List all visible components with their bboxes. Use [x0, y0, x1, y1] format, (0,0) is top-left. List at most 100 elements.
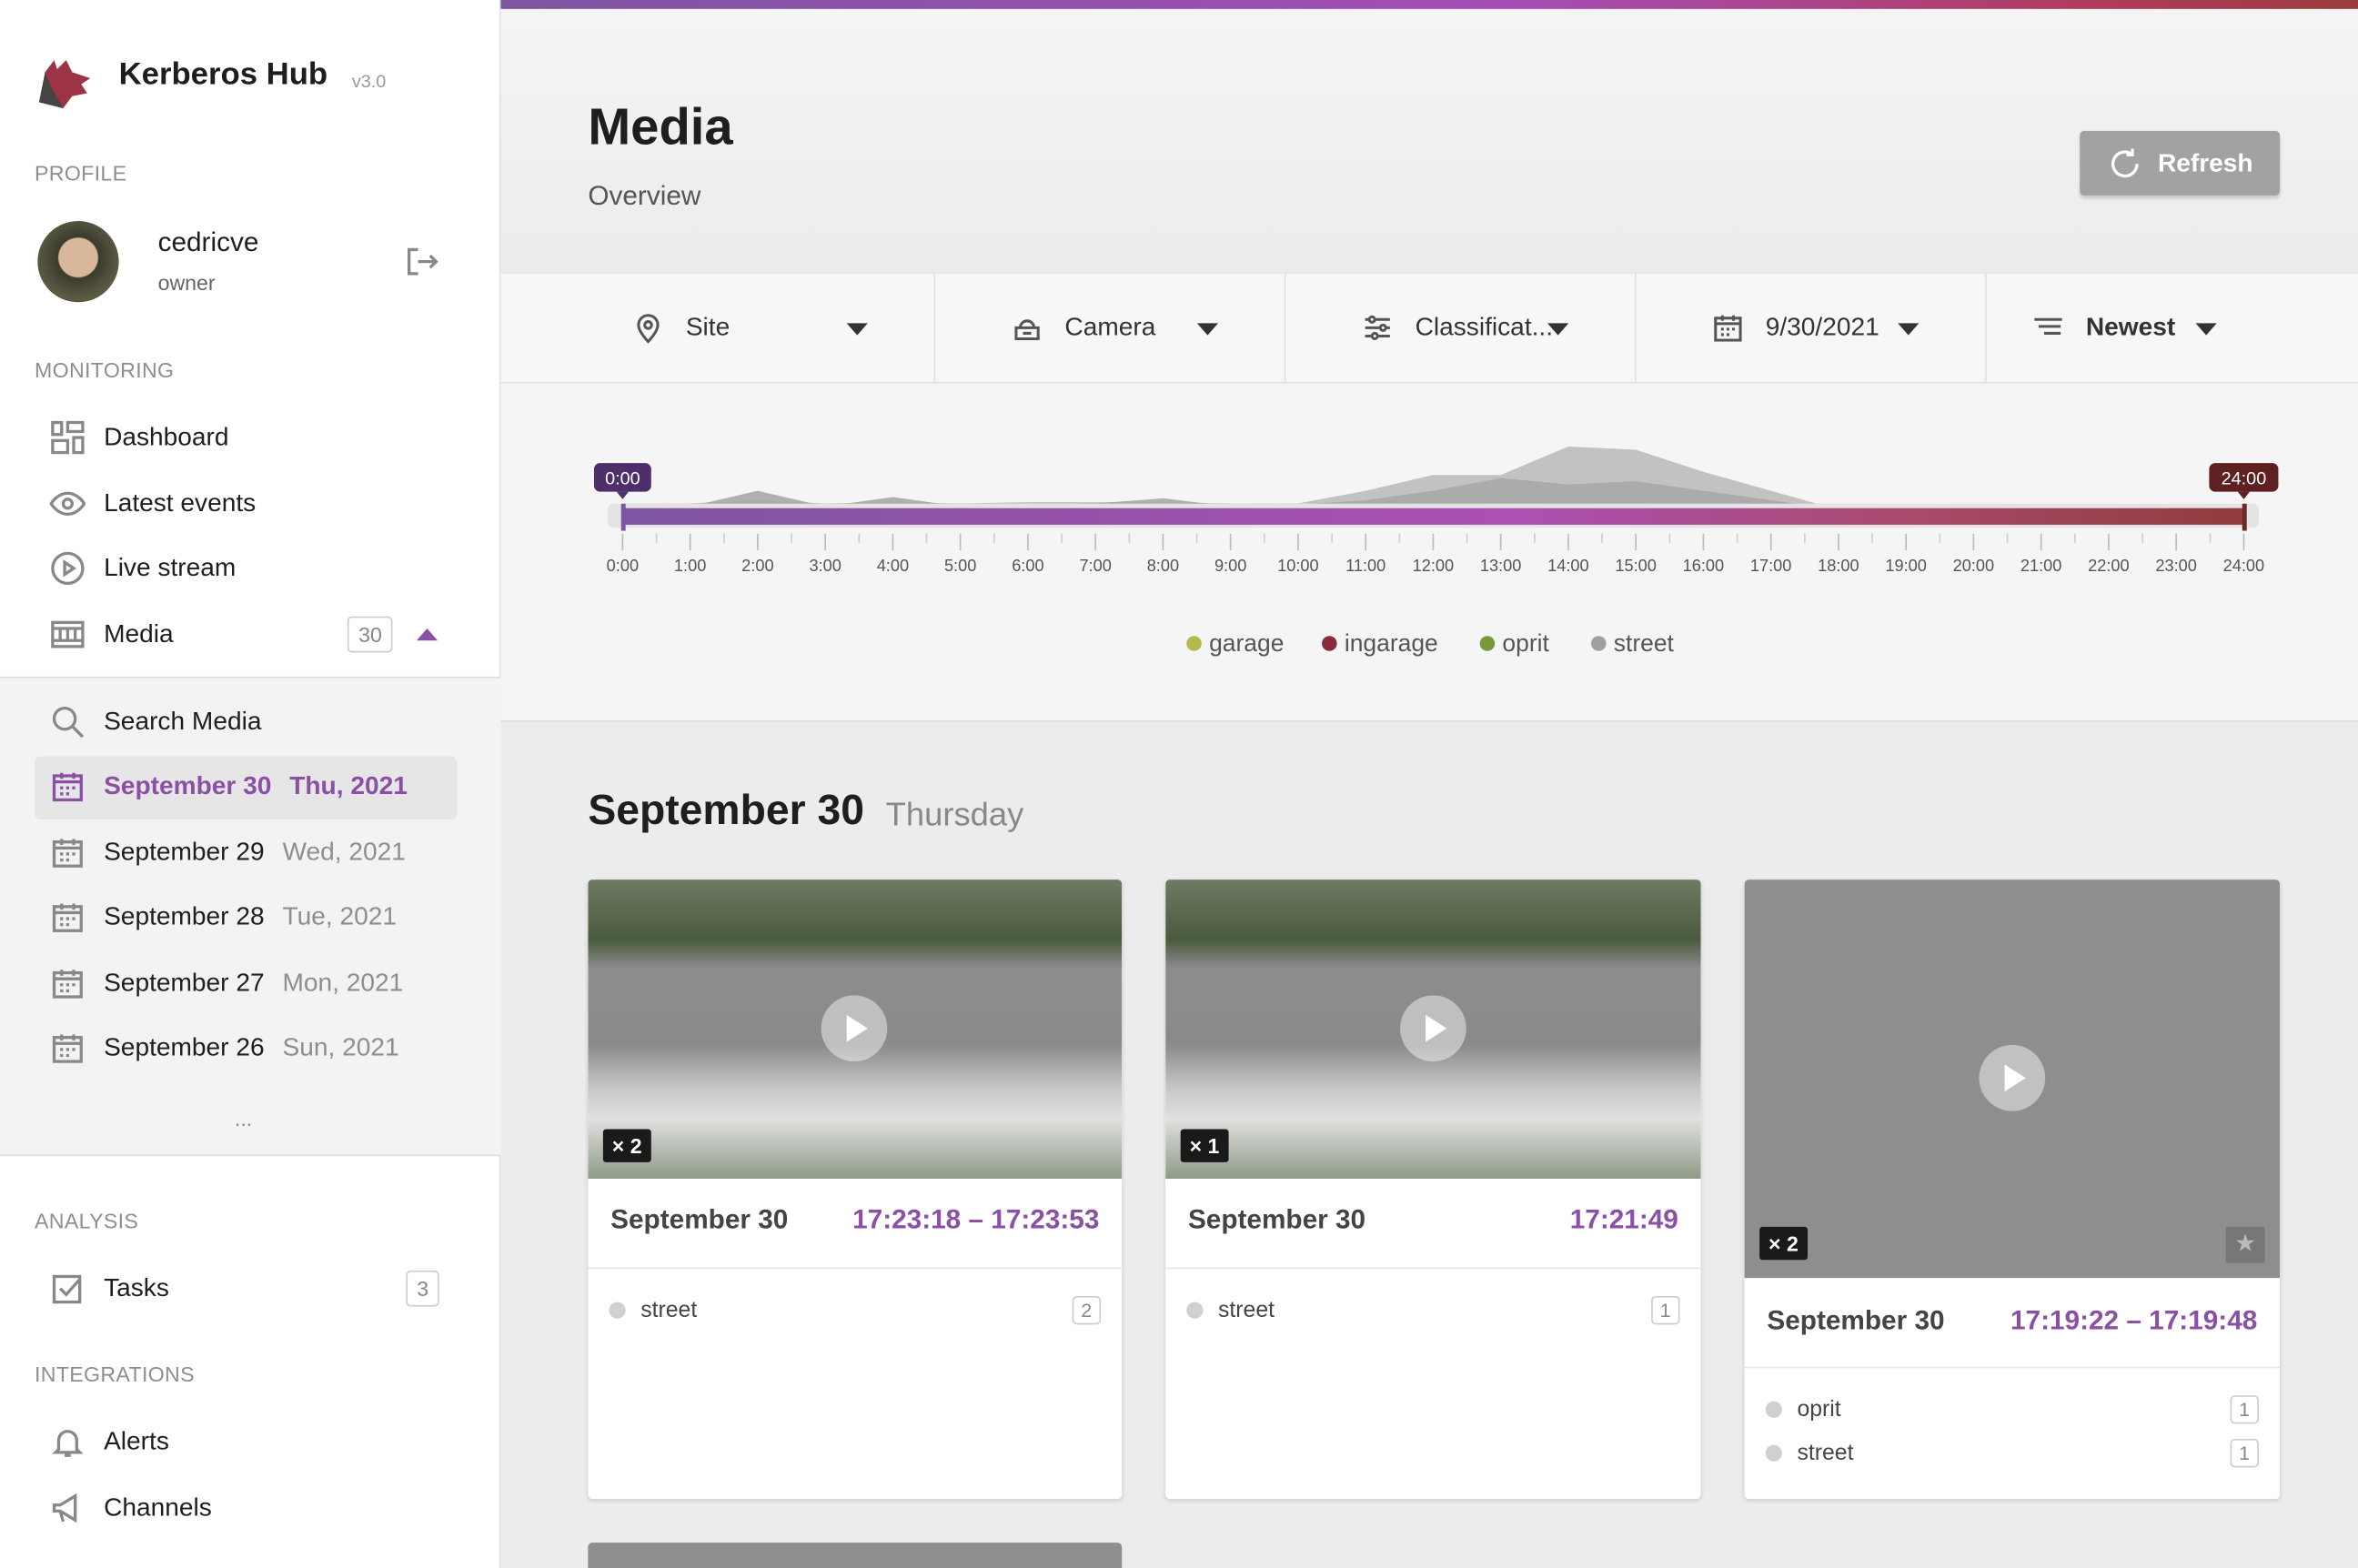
sidebar-day-2[interactable]: September 28 Tue, 2021: [50, 893, 464, 941]
avatar[interactable]: [37, 221, 119, 303]
legend-dot: [1322, 636, 1337, 651]
tick-label: 7:00: [1079, 557, 1111, 575]
play-icon[interactable]: [821, 995, 888, 1062]
tick-label: 16:00: [1683, 557, 1724, 575]
search-media-link[interactable]: Search Media: [50, 698, 464, 746]
tick-label: 13:00: [1480, 557, 1521, 575]
play-icon[interactable]: [1400, 995, 1466, 1062]
calendar-icon: [52, 1034, 83, 1064]
search-media-label: Search Media: [104, 706, 262, 736]
analysis-section-label: ANALYSIS: [35, 1209, 139, 1233]
sidebar-item-alerts[interactable]: Alerts: [50, 1418, 464, 1466]
sidebar-day-3[interactable]: September 27 Mon, 2021: [50, 959, 464, 1007]
divider: [588, 1267, 1123, 1270]
sort-filter[interactable]: Newest: [1987, 274, 2337, 382]
collapse-caret-icon[interactable]: [416, 628, 438, 641]
tick-label: 6:00: [1012, 557, 1043, 575]
video-thumbnail[interactable]: × 2 ★: [1744, 879, 2281, 1279]
tick-label: 2:00: [741, 557, 773, 575]
clip-count-badge: × 2: [1759, 1226, 1808, 1261]
range-label-start: 0:00: [605, 468, 640, 488]
camera-filter[interactable]: Camera: [935, 273, 1286, 382]
star-icon[interactable]: ★: [2225, 1226, 2265, 1263]
page-title: Media: [588, 99, 733, 156]
sidebar-item-live-stream[interactable]: Live stream: [50, 544, 464, 592]
day-heading-date: September 30: [588, 786, 864, 833]
sidebar-item-label: Dashboard: [104, 422, 229, 451]
tick-label: 0:00: [607, 557, 639, 575]
legend-label-oprit: oprit: [1502, 629, 1549, 657]
day-date: September 28: [104, 902, 265, 931]
classification-filter[interactable]: Classificat...: [1285, 273, 1637, 382]
page-header: [500, 8, 2358, 273]
video-thumbnail[interactable]: × 1: [1165, 879, 1701, 1180]
range-label-pointer: [616, 491, 629, 499]
tag-label: street: [1797, 1440, 1854, 1466]
sidebar-item-media[interactable]: Media 30: [50, 610, 464, 658]
tick-label: 19:00: [1885, 557, 1926, 575]
card-time: 17:21:49: [1569, 1204, 1678, 1235]
site-filter[interactable]: Site: [500, 273, 936, 382]
date-filter-label: 9/30/2021: [1765, 312, 1879, 342]
sidebar-item-channels[interactable]: Channels: [50, 1484, 464, 1533]
tick-label: 3:00: [809, 557, 841, 575]
tag-row: street 1: [1765, 1439, 2259, 1468]
sidebar-item-label: Alerts: [104, 1426, 169, 1456]
calendar-icon: [52, 903, 83, 933]
media-card-partial[interactable]: [588, 1543, 1123, 1568]
bell-icon: [52, 1430, 84, 1457]
megaphone-icon: [52, 1493, 77, 1523]
card-time: 17:23:18 – 17:23:53: [852, 1204, 1100, 1235]
integrations-section-label: INTEGRATIONS: [35, 1362, 195, 1387]
date-filter[interactable]: 9/30/2021: [1637, 273, 1987, 382]
sidebar-day-4[interactable]: September 26 Sun, 2021: [50, 1024, 464, 1072]
tag-label: oprit: [1797, 1396, 1841, 1422]
timeline-chart[interactable]: 0:00 1:00 2:00 3:00 4:00 5:00 6:00 7:00 8:00 9:00…: [500, 384, 2358, 722]
play-icon[interactable]: [1979, 1044, 2046, 1111]
tag-label: street: [1218, 1297, 1275, 1323]
selected-highlight: [35, 756, 458, 819]
sidebar-day-1[interactable]: September 29 Wed, 2021: [50, 828, 464, 876]
refresh-button[interactable]: Refresh: [2080, 130, 2281, 196]
day-date: September 30: [104, 771, 272, 800]
tick-label: 17:00: [1750, 557, 1791, 575]
tag-count: 2: [1072, 1295, 1102, 1325]
activity-area-1: [622, 477, 1839, 510]
play-circle-icon: [51, 551, 85, 586]
tick-label: 10:00: [1277, 557, 1318, 575]
sidebar-item-dashboard[interactable]: Dashboard: [50, 414, 464, 462]
clip-count-badge: × 1: [1180, 1129, 1229, 1162]
top-accent-bar: [500, 0, 2358, 9]
site-filter-label: Site: [685, 312, 731, 342]
eye-icon: [49, 491, 86, 517]
logout-icon[interactable]: [403, 244, 439, 280]
sidebar: Kerberos Hub v3.0 PROFILE cedricve owner…: [0, 0, 501, 1568]
sidebar-item-label: Live stream: [104, 553, 237, 582]
tick-label: 24:00: [2223, 557, 2264, 575]
divider: [1744, 1366, 2281, 1369]
sidebar-day-0[interactable]: September 30 Thu, 2021: [50, 762, 464, 810]
search-icon: [52, 706, 85, 739]
legend-dot: [1186, 636, 1202, 651]
sidebar-item-tasks[interactable]: Tasks 3: [50, 1264, 464, 1312]
day-weekday: Wed, 2021: [282, 837, 406, 866]
profile-section-label: PROFILE: [35, 160, 127, 186]
tick-label: 18:00: [1818, 557, 1859, 575]
tick-label: 4:00: [877, 557, 909, 575]
day-date: September 26: [104, 1033, 265, 1062]
app-version: v3.0: [351, 70, 387, 92]
tasks-icon: [52, 1274, 82, 1304]
tick-label: 20:00: [1953, 557, 1994, 575]
more-days-ellipsis[interactable]: ...: [234, 1106, 253, 1131]
refresh-icon: [2111, 147, 2139, 177]
sidebar-item-latest-events[interactable]: Latest events: [49, 479, 464, 528]
tag-dot-icon: [1765, 1444, 1782, 1462]
tick-label: 15:00: [1615, 557, 1656, 575]
refresh-label: Refresh: [2157, 147, 2253, 177]
range-label-end: 24:00: [2222, 468, 2267, 488]
video-thumbnail[interactable]: × 2: [588, 879, 1123, 1180]
card-title: September 30: [1767, 1304, 1945, 1335]
media-card[interactable]: × 2 ★ September 30 17:19:22 – 17:19:48 op…: [1744, 879, 2281, 1500]
media-card[interactable]: × 1 September 30 17:21:49 street 1: [1165, 879, 1701, 1500]
media-card[interactable]: × 2 September 30 17:23:18 – 17:23:53 str…: [588, 879, 1123, 1500]
